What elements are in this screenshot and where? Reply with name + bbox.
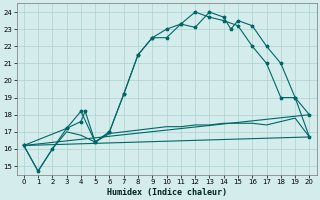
X-axis label: Humidex (Indice chaleur): Humidex (Indice chaleur) [107,188,227,197]
